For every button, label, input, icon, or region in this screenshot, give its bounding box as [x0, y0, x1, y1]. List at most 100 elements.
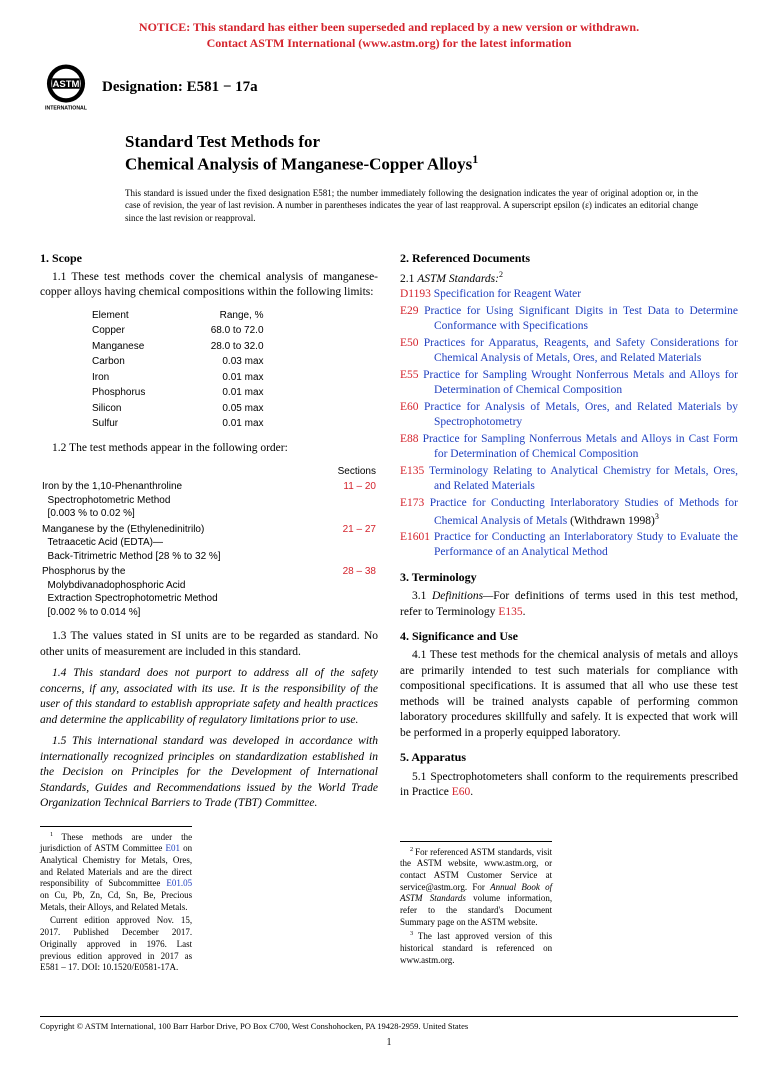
ref-item: E173 Practice for Conducting Interlabora…: [400, 496, 738, 529]
ref-code[interactable]: E173: [400, 497, 430, 509]
ref-item: E135 Terminology Relating to Analytical …: [400, 464, 738, 495]
footnote-1d: Current edition approved Nov. 15, 2017. …: [40, 915, 192, 973]
element-name: Copper: [92, 324, 209, 338]
element-name: Manganese: [92, 340, 209, 354]
ref-title[interactable]: Specification for Reagent Water: [434, 288, 581, 300]
ref-item: E88 Practice for Sampling Nonferrous Met…: [400, 432, 738, 463]
terminology-head: 3. Terminology: [400, 569, 738, 585]
table-row: Silicon0.05 max: [92, 402, 272, 416]
scope-1-1: 1.1 These test methods cover the chemica…: [40, 270, 378, 301]
ref-code[interactable]: E88: [400, 433, 423, 445]
table-row: Iron by the 1,10-Phenanthroline Spectrop…: [42, 480, 376, 521]
header-row: ASTM INTERNATIONAL Designation: E581 − 1…: [40, 61, 738, 113]
copyright-text: Copyright © ASTM International, 100 Barr…: [40, 1021, 468, 1031]
method-name: Manganese by the (Ethylenedinitrilo) Tet…: [42, 523, 315, 564]
element-range: 0.05 max: [211, 402, 272, 416]
ref-item: E60 Practice for Analysis of Metals, Ore…: [400, 400, 738, 431]
ref-sub-num: 2.1: [400, 273, 417, 285]
ref-code[interactable]: E60: [400, 401, 424, 413]
app-5-1b: .: [470, 786, 473, 798]
fn1-link1[interactable]: E01: [165, 843, 180, 853]
notice-line-1: NOTICE: This standard has either been su…: [139, 20, 639, 34]
title-sup: 1: [472, 152, 478, 166]
scope-1-5: 1.5 This international standard was deve…: [40, 734, 378, 812]
ref-code[interactable]: E29: [400, 305, 424, 317]
method-sections: 21 – 27: [317, 523, 376, 564]
issue-note: This standard is issued under the fixed …: [125, 187, 698, 223]
element-range: 0.01 max: [211, 417, 272, 431]
ref-title[interactable]: Practices for Apparatus, Reagents, and S…: [424, 337, 738, 365]
ref-title[interactable]: Practice for Sampling Nonferrous Metals …: [423, 433, 738, 461]
term-link[interactable]: E135: [498, 606, 522, 618]
element-name: Phosphorus: [92, 386, 209, 400]
page-number: 1: [40, 1037, 738, 1048]
ref-code[interactable]: D1193: [400, 288, 434, 300]
scope-head: 1. Scope: [40, 250, 378, 266]
terminology-3-1: 3.1 Definitions—For definitions of terms…: [400, 589, 738, 620]
ref-code[interactable]: E50: [400, 337, 424, 349]
app-link[interactable]: E60: [452, 786, 471, 798]
ref-title[interactable]: Terminology Relating to Analytical Chemi…: [429, 465, 738, 493]
table-row: Iron0.01 max: [92, 371, 272, 385]
title-block: Standard Test Methods for Chemical Analy…: [125, 131, 738, 175]
astm-logo-icon: ASTM INTERNATIONAL: [40, 61, 92, 113]
footnotes-right: 2 For referenced ASTM standards, visit t…: [400, 841, 552, 967]
ref-code[interactable]: E1601: [400, 531, 434, 543]
term-3-1d: .: [523, 606, 526, 618]
ref-suffix: (Withdrawn 1998): [567, 514, 655, 526]
methods-header: Sections: [317, 465, 376, 479]
elements-header-el: Element: [92, 309, 209, 323]
footnote-2: 2 For referenced ASTM standards, visit t…: [400, 846, 552, 929]
scope-1-3: 1.3 The values stated in SI units are to…: [40, 629, 378, 660]
ref-title[interactable]: Practice for Analysis of Metals, Ores, a…: [424, 401, 738, 429]
svg-text:INTERNATIONAL: INTERNATIONAL: [45, 106, 88, 112]
footnote-1: 1 These methods are under the jurisdicti…: [40, 831, 192, 914]
element-range: 0.03 max: [211, 355, 272, 369]
fn1-link2[interactable]: E01.05: [166, 878, 192, 888]
columns-container: 1. Scope 1.1 These test methods cover th…: [40, 242, 738, 976]
table-row: Manganese by the (Ethylenedinitrilo) Tet…: [42, 523, 376, 564]
notice-line-2: Contact ASTM International (www.astm.org…: [207, 36, 572, 50]
element-name: Sulfur: [92, 417, 209, 431]
title-line-2: Chemical Analysis of Manganese-Copper Al…: [125, 155, 472, 174]
element-range: 68.0 to 72.0: [211, 324, 272, 338]
scope-1-2: 1.2 The test methods appear in the follo…: [40, 441, 378, 457]
ref-item: D1193 Specification for Reagent Water: [400, 287, 738, 303]
ref-item: E1601 Practice for Conducting an Interla…: [400, 530, 738, 561]
method-name: Phosphorus by the Molybdivanadophosphori…: [42, 565, 315, 619]
title-line-1: Standard Test Methods for: [125, 132, 320, 151]
elements-header-range: Range, %: [211, 309, 272, 323]
ref-title[interactable]: Practice for Sampling Wrought Nonferrous…: [423, 369, 738, 397]
ref-item: E50 Practices for Apparatus, Reagents, a…: [400, 336, 738, 367]
fn3: The last approved version of this histor…: [400, 931, 552, 964]
significance-4-1: 4.1 These test methods for the chemical …: [400, 648, 738, 741]
table-row: Sulfur0.01 max: [92, 417, 272, 431]
table-row: Copper68.0 to 72.0: [92, 324, 272, 338]
designation-text: Designation: E581 − 17a: [102, 79, 258, 96]
method-sections: 28 – 38: [317, 565, 376, 619]
method-sections: 11 – 20: [317, 480, 376, 521]
fn1c: on Cu, Pb, Zn, Cd, Sn, Be, Precious Meta…: [40, 890, 192, 912]
ref-sub-italic: ASTM Standards:: [417, 273, 499, 285]
elements-table: Element Range, % Copper68.0 to 72.0Manga…: [90, 307, 274, 433]
left-column: 1. Scope 1.1 These test methods cover th…: [40, 242, 378, 976]
methods-table: Sections Iron by the 1,10-Phenanthroline…: [40, 463, 378, 622]
scope-1-4: 1.4 This standard does not purport to ad…: [40, 666, 378, 728]
table-row: Manganese28.0 to 32.0: [92, 340, 272, 354]
referenced-head: 2. Referenced Documents: [400, 250, 738, 266]
svg-text:ASTM: ASTM: [53, 79, 80, 90]
ref-item: E29 Practice for Using Significant Digit…: [400, 304, 738, 335]
element-name: Silicon: [92, 402, 209, 416]
ref-suffix-sup: 3: [655, 512, 659, 521]
ref-code[interactable]: E135: [400, 465, 429, 477]
significance-head: 4. Significance and Use: [400, 628, 738, 644]
element-name: Carbon: [92, 355, 209, 369]
element-name: Iron: [92, 371, 209, 385]
ref-title[interactable]: Practice for Using Significant Digits in…: [424, 305, 738, 333]
ref-code[interactable]: E55: [400, 369, 423, 381]
ref-title[interactable]: Practice for Conducting an Interlaborato…: [434, 531, 738, 559]
term-3-1a: 3.1: [412, 590, 432, 602]
term-3-1b: Definitions—: [432, 590, 493, 602]
element-range: 28.0 to 32.0: [211, 340, 272, 354]
right-column: 2. Referenced Documents 2.1 ASTM Standar…: [400, 242, 738, 976]
